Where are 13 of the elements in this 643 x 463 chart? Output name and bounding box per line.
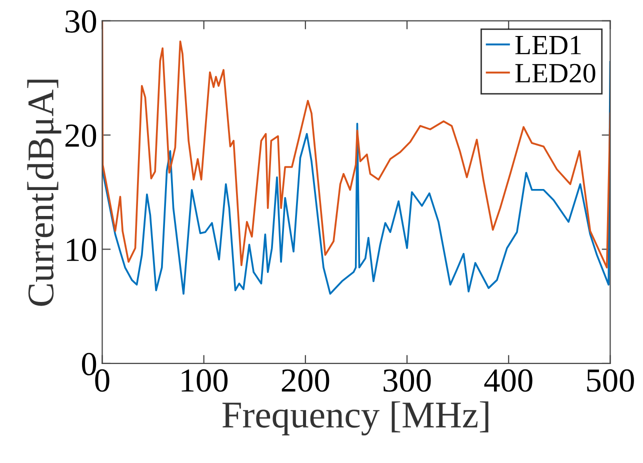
- legend-label: LED20: [515, 64, 596, 83]
- x-tick-label: 300: [384, 369, 431, 392]
- y-tick-label: 20: [66, 124, 96, 147]
- y-tick-label: 30: [66, 10, 96, 33]
- x-tick-label: 500: [587, 369, 634, 392]
- y-axis-title: Current[dBμA]: [27, 80, 62, 306]
- y-tick-label: 0: [82, 352, 96, 376]
- x-tick-label: 400: [484, 369, 532, 392]
- legend-label: LED1: [515, 36, 581, 54]
- x-axis-title: Frequency [MHz]: [222, 401, 488, 436]
- x-tick-label: 200: [282, 369, 330, 392]
- x-tick-label: 100: [182, 369, 228, 392]
- y-tick-label: 10: [66, 238, 96, 262]
